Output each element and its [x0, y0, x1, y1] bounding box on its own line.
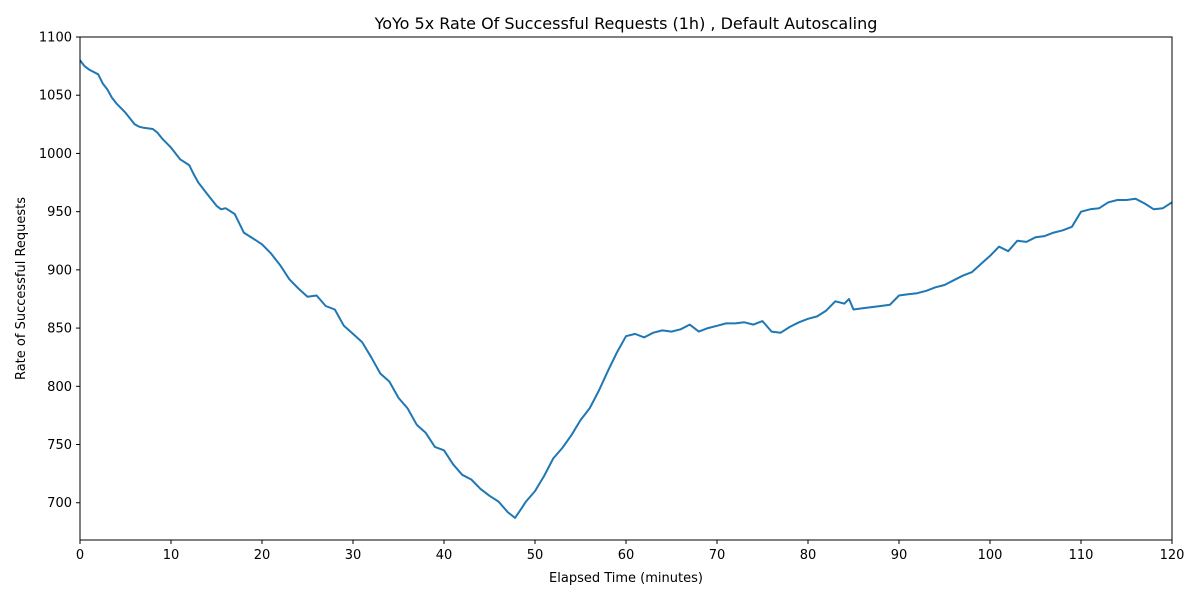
y-tick-label: 850	[47, 322, 72, 337]
y-tick-label: 1100	[39, 31, 72, 46]
plot-frame	[79, 36, 1173, 541]
x-tick-label: 10	[163, 548, 180, 563]
y-tick-label: 950	[47, 205, 72, 220]
y-tick-label: 800	[47, 380, 72, 395]
x-axis: 0 10 20 30 40 50 60 70 80 90 100 110 120	[76, 540, 1185, 563]
x-tick-label: 90	[891, 548, 908, 563]
y-axis: 700 750 800 850 900 950 1000 1050 1100	[39, 31, 80, 511]
x-tick-label: 30	[345, 548, 362, 563]
series-line	[79, 59, 1173, 519]
x-axis-title: Elapsed Time (minutes)	[549, 571, 703, 586]
x-tick-label: 50	[527, 548, 544, 563]
chart-title: YoYo 5x Rate Of Successful Requests (1h)…	[374, 14, 878, 33]
y-axis-title: Rate of Successful Requests	[14, 197, 29, 380]
x-tick-label: 80	[800, 548, 817, 563]
y-tick-label: 1000	[39, 147, 72, 162]
x-tick-label: 20	[254, 548, 271, 563]
x-tick-label: 100	[978, 548, 1003, 563]
x-tick-label: 0	[76, 548, 84, 563]
x-tick-label: 40	[436, 548, 453, 563]
x-tick-label: 110	[1069, 548, 1094, 563]
x-tick-label: 70	[709, 548, 726, 563]
y-tick-label: 700	[47, 496, 72, 511]
x-tick-label: 120	[1160, 548, 1185, 563]
y-tick-label: 900	[47, 263, 72, 278]
plot-area	[79, 36, 1173, 541]
x-tick-label: 60	[618, 548, 635, 563]
y-tick-label: 1050	[39, 89, 72, 104]
y-tick-label: 750	[47, 438, 72, 453]
